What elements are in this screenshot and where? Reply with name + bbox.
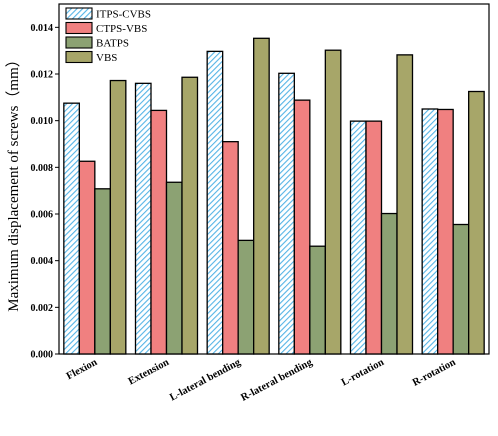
y-tick-label: 0.010 xyxy=(31,116,54,127)
bar-batps-l-lateral-bending xyxy=(237,239,255,355)
y-tick-label: 0.006 xyxy=(31,210,54,221)
bar-ctps-vbs-r-rotation xyxy=(437,108,454,355)
x-category-label: Extension xyxy=(127,357,171,388)
legend-swatch-itps-cvbs xyxy=(65,7,93,20)
legend-swatch-ctps-vbs xyxy=(65,21,93,35)
bar-ctps-vbs-l-rotation xyxy=(365,120,383,355)
bars-group xyxy=(63,37,485,355)
legend: ITPS-CVBS CTPS-VBS BATPS VBS xyxy=(65,7,151,64)
bar-itps-cvbs-flexion xyxy=(63,102,80,355)
x-category-label: L-rotation xyxy=(340,357,386,389)
bar-batps-r-rotation xyxy=(452,223,470,355)
x-category-label: L-lateral bending xyxy=(168,357,243,404)
bar-ctps-vbs-l-lateral-bending xyxy=(222,141,239,355)
bar-ctps-vbs-flexion xyxy=(78,160,96,355)
plot-frame xyxy=(58,3,490,355)
bar-vbs-l-lateral-bending xyxy=(253,37,270,355)
bar-batps-r-lateral-bending xyxy=(309,245,326,355)
y-tick-label: 0.002 xyxy=(31,303,54,314)
bar-ctps-vbs-extension xyxy=(150,109,168,355)
bar-batps-extension xyxy=(165,181,183,355)
legend-swatch-batps xyxy=(65,36,93,49)
bar-vbs-flexion xyxy=(109,79,127,355)
legend-label: CTPS-VBS xyxy=(96,23,147,35)
bar-itps-cvbs-l-lateral-bending xyxy=(206,50,224,355)
legend-label: ITPS-CVBS xyxy=(96,9,151,21)
bar-itps-cvbs-r-lateral-bending xyxy=(278,72,295,355)
bar-ctps-vbs-r-lateral-bending xyxy=(293,99,311,355)
bar-batps-l-rotation xyxy=(380,212,398,355)
bar-vbs-r-rotation xyxy=(468,90,485,355)
y-tick-label: 0.012 xyxy=(31,70,54,81)
bar-itps-cvbs-r-rotation xyxy=(421,108,439,355)
x-category-label: Flexion xyxy=(65,357,100,382)
y-axis: 0.000 0.002 0.004 0.006 0.008 0.010 0.012 0.014 xyxy=(31,23,59,361)
y-tick-label: 0.004 xyxy=(31,256,54,267)
y-tick-label: 0.000 xyxy=(31,350,54,361)
bar-itps-cvbs-extension xyxy=(134,82,152,355)
bar-vbs-extension xyxy=(181,76,199,355)
legend-swatch-vbs xyxy=(65,50,93,64)
y-tick-label: 0.008 xyxy=(31,163,54,174)
x-category-label: R-rotation xyxy=(411,357,458,389)
legend-label: BATPS xyxy=(96,38,129,50)
bar-vbs-l-rotation xyxy=(396,54,414,355)
x-category-label: R-lateral bending xyxy=(239,357,315,404)
bar-itps-cvbs-l-rotation xyxy=(349,120,367,355)
bar-vbs-r-lateral-bending xyxy=(324,49,342,355)
y-tick-label: 0.014 xyxy=(31,23,54,34)
bar-batps-flexion xyxy=(94,188,111,355)
y-axis-title: Maximum displacement of screws（mm） xyxy=(5,52,22,312)
legend-label: VBS xyxy=(96,52,117,64)
plot-area xyxy=(58,3,490,355)
